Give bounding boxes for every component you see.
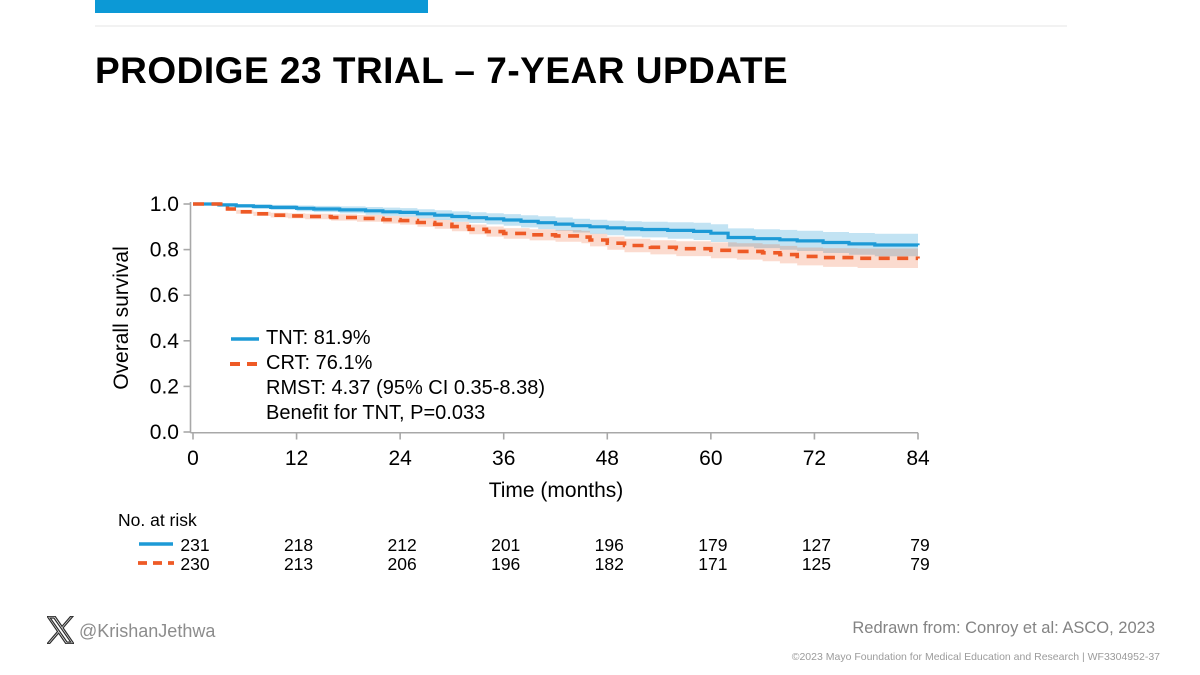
source-credit: Redrawn from: Conroy et al: ASCO, 2023 — [852, 619, 1155, 637]
crt-survival-curve — [193, 202, 920, 261]
x-logo-icon — [47, 616, 74, 644]
social-handle: @KrishanJethwa — [79, 621, 216, 641]
at-risk-count: 182 — [594, 554, 624, 574]
at-risk-count: 171 — [698, 554, 728, 574]
at-risk-count: 79 — [910, 554, 930, 574]
at-risk-count: 230 — [180, 554, 210, 574]
legend-item-crt: CRT: 76.1% — [230, 351, 545, 376]
at-risk-count: 127 — [801, 535, 832, 555]
legend-item-tnt: TNT: 81.9% — [230, 326, 545, 351]
y-tick-label: 0.6 — [150, 284, 179, 307]
y-axis-title: Overall survival — [110, 246, 133, 390]
page-title: PRODIGE 23 TRIAL – 7-YEAR UPDATE — [95, 50, 789, 91]
legend-label: Benefit for TNT, P=0.033 — [266, 402, 486, 424]
legend-item-rmst: RMST: 4.37 (95% CI 0.35-8.38) — [230, 376, 545, 401]
copyright-text: ©2023 Mayo Foundation for Medical Educat… — [791, 651, 1160, 663]
tnt-survival-curve — [193, 202, 920, 247]
crt-dashed-line-icon — [230, 361, 260, 366]
at-risk-count: 212 — [387, 535, 417, 555]
x-tick-label: 24 — [388, 447, 412, 470]
at-risk-count: 213 — [283, 554, 314, 574]
at-risk-tnt-line-icon — [139, 542, 173, 546]
x-tick-label: 36 — [492, 447, 515, 470]
y-tick-label: 0.0 — [150, 421, 179, 444]
y-tick-label: 0.2 — [150, 375, 179, 398]
at-risk-count: 125 — [801, 554, 832, 574]
at-risk-count: 231 — [180, 535, 210, 555]
at-risk-crt-line-icon — [138, 561, 174, 565]
x-tick-label: 0 — [187, 447, 199, 470]
at-risk-count: 79 — [910, 535, 930, 555]
x-axis-title: Time (months) — [488, 479, 624, 502]
y-tick-label: 0.8 — [150, 239, 179, 262]
accent-bar — [95, 0, 428, 13]
header-divider — [95, 25, 1067, 27]
legend-label: RMST: 4.37 (95% CI 0.35-8.38) — [266, 377, 546, 399]
at-risk-count: 196 — [594, 535, 624, 555]
at-risk-count: 196 — [491, 554, 521, 574]
legend-label: CRT: 76.1% — [266, 352, 373, 374]
y-tick-label: 0.4 — [150, 330, 180, 353]
chart-legend: TNT: 81.9% CRT: 76.1% RMST: 4.37 (95% CI… — [230, 326, 545, 426]
tnt-ci-band — [193, 204, 918, 258]
at-risk-count: 218 — [283, 535, 314, 555]
legend-item-pvalue: Benefit for TNT, P=0.033 — [230, 401, 545, 426]
x-tick-label: 12 — [285, 447, 308, 470]
y-tick-label: 1.0 — [150, 193, 179, 216]
tnt-solid-line-icon — [231, 336, 259, 341]
at-risk-count: 201 — [491, 535, 521, 555]
legend-label: TNT: 81.9% — [266, 327, 371, 349]
x-tick-label: 84 — [906, 447, 930, 470]
at-risk-label: No. at risk — [118, 510, 197, 530]
at-risk-count: 179 — [698, 535, 728, 555]
x-tick-label: 48 — [596, 447, 619, 470]
x-tick-label: 60 — [699, 447, 722, 470]
x-tick-label: 72 — [803, 447, 826, 470]
at-risk-count: 206 — [387, 554, 417, 574]
